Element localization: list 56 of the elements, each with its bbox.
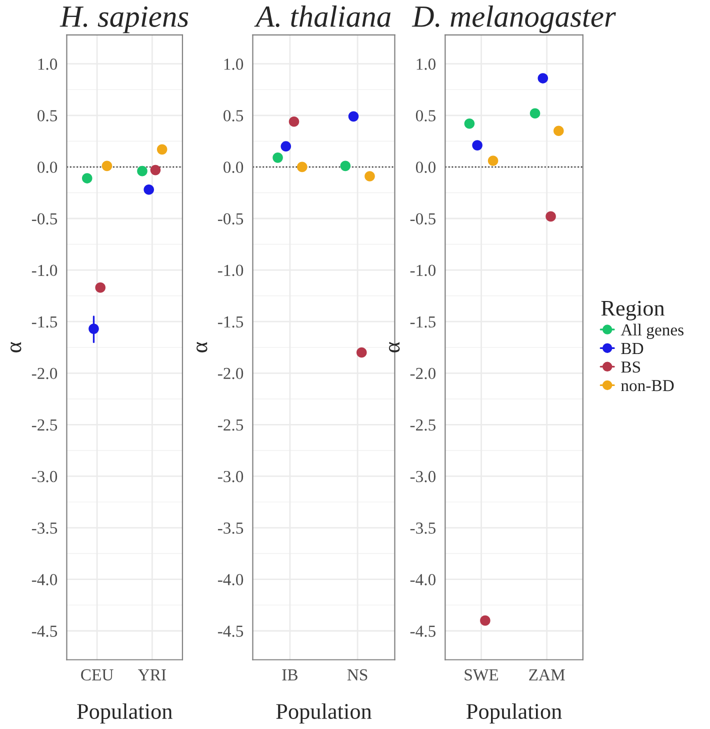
y-tick-label: -1.0 — [410, 264, 436, 276]
y-tick-label: -1.5 — [218, 316, 244, 328]
x-tick-label: YRI — [138, 669, 166, 680]
y-tick-label: -4.5 — [410, 626, 436, 637]
y-tick-label: 0.5 — [416, 110, 436, 122]
y-tick-label: -4.0 — [32, 574, 58, 586]
y-tick-label: -3.0 — [410, 470, 436, 482]
y-axis-title: α — [196, 342, 208, 352]
y-tick-label: -2.0 — [218, 368, 244, 380]
x-tick-label: CEU — [81, 669, 114, 680]
y-tick-label: 1.0 — [224, 58, 244, 70]
y-tick-label: 0.0 — [224, 162, 244, 173]
y-tick-label: -1.5 — [32, 316, 58, 328]
y-tick-label: -4.0 — [410, 574, 436, 586]
y-tick-label: -3.5 — [32, 522, 58, 534]
y-axis-title: α — [10, 342, 22, 352]
x-tick-label: NS — [347, 669, 368, 680]
legend-label: BD — [621, 343, 644, 354]
chart-title: D. melanogaster — [412, 5, 616, 34]
y-tick-label: -2.0 — [410, 368, 436, 380]
y-tick-label: 0.5 — [38, 110, 58, 122]
y-tick-label: -2.5 — [218, 419, 244, 431]
x-axis-title: Population — [466, 703, 562, 724]
y-tick-label: 0.0 — [38, 162, 58, 173]
chart-title: H. sapiens — [60, 6, 188, 34]
y-tick-label: -2.5 — [32, 419, 58, 431]
y-tick-label: -3.5 — [410, 522, 436, 534]
x-tick-label: SWE — [464, 669, 498, 681]
legend-label: BS — [621, 361, 640, 373]
y-tick-label: -2.5 — [410, 419, 436, 431]
y-tick-label: -3.0 — [32, 470, 58, 482]
x-axis-title: Population — [276, 703, 372, 724]
legend-title: Region — [601, 300, 665, 320]
y-tick-label: 0.0 — [416, 162, 436, 173]
y-tick-label: -0.5 — [218, 213, 244, 225]
y-tick-label: 0.5 — [224, 110, 244, 122]
x-axis-title: Population — [77, 703, 172, 724]
y-tick-label: -1.5 — [410, 316, 436, 328]
y-tick-label: -1.0 — [32, 264, 58, 276]
legend-label: non-BD — [621, 380, 674, 392]
y-tick-label: -1.0 — [218, 264, 244, 276]
x-tick-label: ZAM — [529, 669, 565, 680]
y-tick-label: -0.5 — [410, 213, 436, 225]
y-tick-label: -4.5 — [32, 626, 58, 637]
y-tick-label: -2.0 — [32, 368, 58, 380]
y-tick-label: -0.5 — [32, 213, 58, 225]
y-tick-label: -3.5 — [218, 522, 244, 534]
y-tick-label: 1.0 — [416, 58, 436, 70]
y-tick-label: -4.0 — [218, 574, 244, 586]
y-tick-label: -4.5 — [218, 626, 244, 637]
x-tick-label: IB — [282, 669, 298, 680]
y-tick-label: 1.0 — [38, 58, 58, 70]
y-tick-label: -3.0 — [218, 470, 244, 482]
y-axis-title: α — [388, 342, 400, 352]
legend-label: All genes — [620, 324, 684, 339]
chart-title: A. thaliana — [254, 5, 391, 28]
